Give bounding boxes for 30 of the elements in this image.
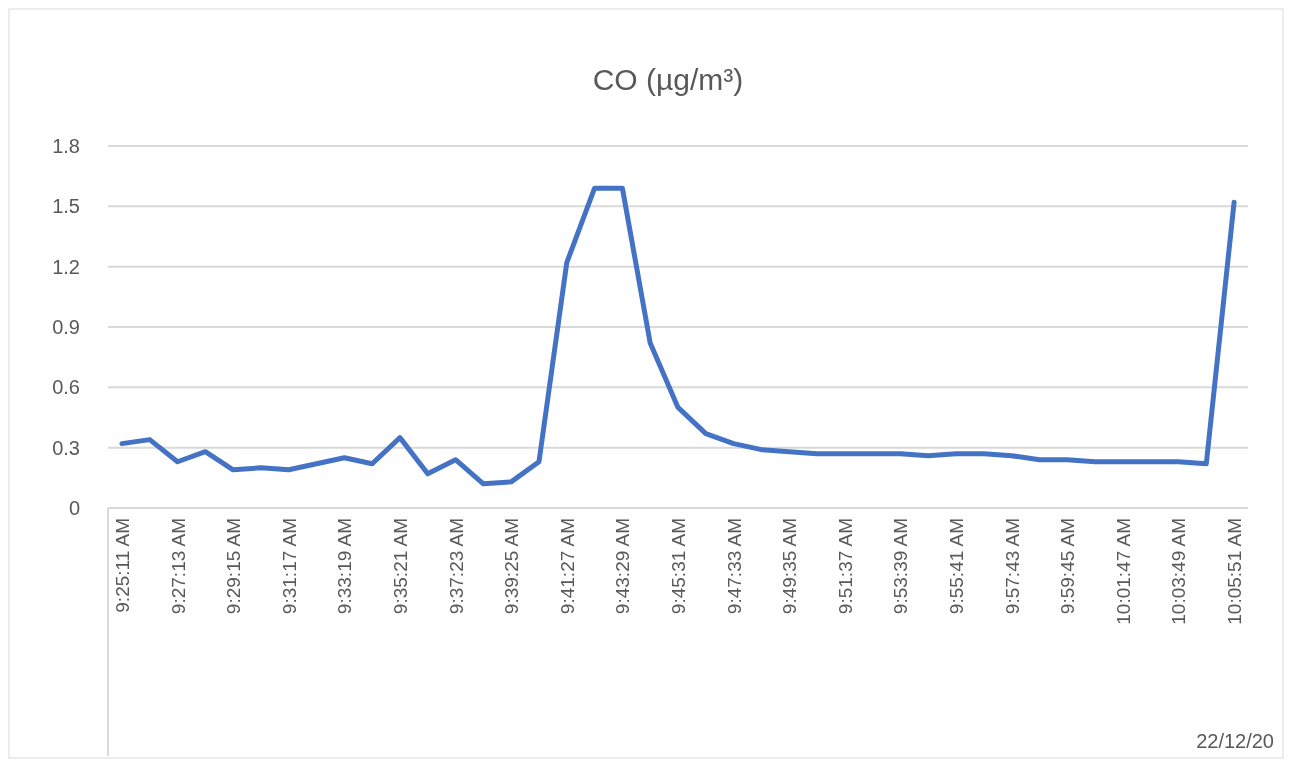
- x-tick-label: 9:45:31 AM: [668, 518, 689, 615]
- x-tick-label: 9:31:17 AM: [278, 518, 300, 615]
- y-tick-label: 1.2: [52, 255, 80, 278]
- x-tick-label: 9:57:43 AM: [1001, 518, 1023, 615]
- x-tick-label: 9:49:35 AM: [779, 518, 801, 615]
- y-tick-label: 0.9: [52, 316, 80, 338]
- y-tick-label: 0.3: [52, 436, 80, 459]
- x-tick-label: 9:55:41 AM: [946, 518, 968, 615]
- x-tick-label: 10:03:49 AM: [1168, 518, 1190, 625]
- x-tick-label: 9:25:11 AM: [111, 518, 133, 613]
- x-tick-label: 9:41:27 AM: [556, 518, 578, 615]
- x-tick-label: 9:47:33 AM: [723, 518, 745, 615]
- x-tick-label: 9:51:37 AM: [834, 518, 856, 615]
- x-tick-label: 9:35:21 AM: [389, 518, 411, 615]
- x-tick-label: 9:33:19 AM: [334, 518, 356, 615]
- x-tick-label: 9:53:39 AM: [890, 518, 912, 615]
- x-tick-label: 9:29:15 AM: [223, 518, 245, 615]
- x-tick-label: 10:05:51 AM: [1224, 518, 1246, 625]
- x-tick-label: 9:27:13 AM: [167, 518, 189, 615]
- text: 22/12/20: [1196, 730, 1274, 752]
- y-tick-label: 0.6: [52, 376, 80, 399]
- y-tick-label: 1.5: [52, 195, 80, 218]
- x-tick-label: 9:43:29 AM: [612, 518, 634, 615]
- y-tick-label: 0: [68, 497, 80, 519]
- x-tick-label: 9:37:23 AM: [445, 518, 467, 615]
- x-tick-label: 10:01:47 AM: [1112, 518, 1134, 625]
- x-tick-label: 9:39:25 AM: [501, 518, 523, 615]
- x-tick-label: 9:59:45 AM: [1057, 518, 1079, 615]
- y-tick-label: 1.8: [52, 135, 80, 157]
- chart-title: CO (µg/m³): [592, 63, 744, 96]
